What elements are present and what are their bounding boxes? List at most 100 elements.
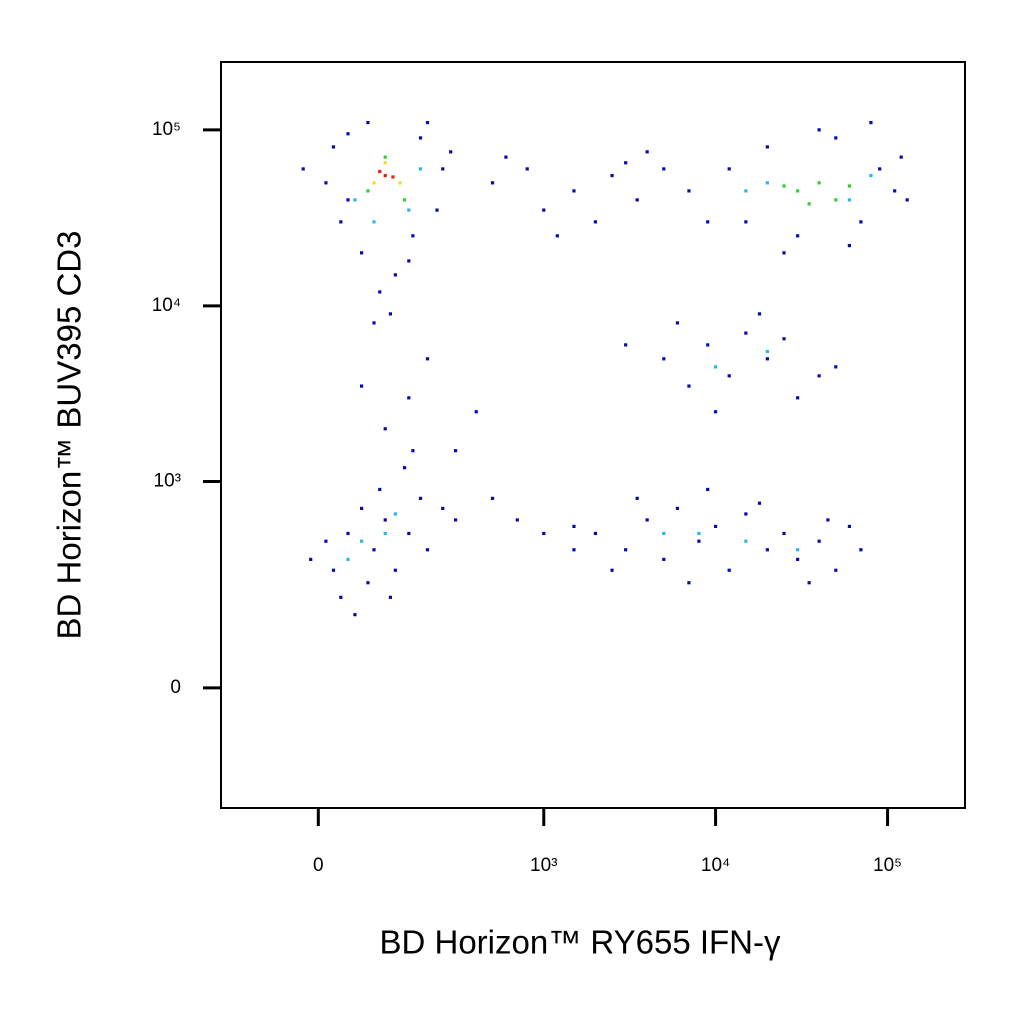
dot [393, 568, 397, 572]
dot [402, 466, 407, 470]
dot [744, 331, 748, 335]
y-tick-label: 10³ [154, 471, 181, 492]
dot [834, 198, 838, 202]
dot [572, 548, 576, 552]
y-tick-label: 10⁵ [152, 119, 181, 140]
dot [346, 531, 350, 536]
dot [593, 220, 598, 224]
dot [388, 312, 393, 316]
dot [359, 506, 364, 510]
dot [645, 150, 649, 154]
dot [372, 548, 376, 552]
dot [765, 145, 769, 149]
dot [713, 524, 718, 529]
y-tick-label: 0 [170, 677, 181, 698]
dot [635, 496, 639, 500]
dot [383, 518, 387, 522]
dot [301, 167, 305, 171]
dot [624, 548, 628, 552]
dot [765, 349, 769, 354]
dot [407, 208, 411, 212]
dot [346, 132, 350, 136]
dot [878, 167, 882, 171]
dot [388, 595, 393, 599]
dot [339, 220, 343, 224]
dot [324, 181, 328, 185]
dot [555, 234, 559, 238]
dot [662, 167, 666, 171]
x-tick-label: 10⁴ [701, 855, 730, 876]
dot [624, 161, 628, 165]
dot [407, 396, 411, 400]
dot [757, 501, 762, 505]
dot [869, 120, 873, 125]
dot [624, 343, 628, 347]
dot [687, 189, 691, 193]
dot [782, 337, 786, 341]
dot [817, 128, 821, 132]
dot [869, 173, 873, 178]
dot [366, 120, 370, 125]
dot [796, 396, 800, 400]
dot [393, 273, 397, 277]
dot [610, 173, 614, 178]
dot [847, 243, 852, 248]
dot [713, 410, 718, 414]
dot [893, 189, 897, 193]
dot [697, 531, 701, 536]
dot [847, 524, 852, 529]
dot [706, 487, 710, 492]
dot [346, 198, 350, 202]
dot [372, 181, 376, 185]
x-tick-label: 10⁵ [873, 855, 902, 876]
x-tick-label: 10³ [530, 855, 557, 876]
dot [490, 496, 495, 500]
dot [782, 184, 786, 188]
dot [796, 189, 800, 193]
dot [402, 198, 407, 202]
dot [425, 357, 430, 361]
dot [727, 167, 731, 171]
dot [807, 581, 811, 585]
dot [391, 175, 395, 179]
dot [834, 365, 838, 369]
dot [687, 581, 691, 585]
dot [515, 518, 519, 522]
dot [697, 539, 701, 543]
dot [744, 189, 748, 193]
dot [359, 539, 364, 543]
dot [418, 167, 423, 171]
dot [331, 568, 336, 572]
dot [542, 531, 546, 536]
dot [366, 581, 370, 585]
dot [796, 557, 800, 561]
dot [635, 198, 639, 202]
dot [393, 512, 397, 516]
dot [324, 539, 328, 543]
dot [490, 181, 495, 185]
dot [817, 374, 821, 378]
dot [418, 136, 423, 140]
dot [727, 568, 731, 572]
dot [662, 357, 666, 361]
x-tick-label: 0 [313, 855, 324, 876]
dot [765, 181, 769, 185]
dot [441, 506, 445, 510]
dot [834, 136, 838, 140]
dot [383, 173, 387, 178]
dot [675, 506, 680, 510]
dot [418, 496, 423, 500]
dot [383, 155, 387, 159]
dot [765, 548, 769, 552]
dot [782, 251, 786, 255]
dot [383, 161, 387, 165]
dot [453, 449, 458, 453]
dot [359, 251, 364, 255]
dot [675, 321, 680, 325]
dot [593, 531, 598, 536]
dot [645, 518, 649, 522]
dot [834, 568, 838, 572]
dot [504, 155, 508, 159]
dot [378, 169, 382, 174]
